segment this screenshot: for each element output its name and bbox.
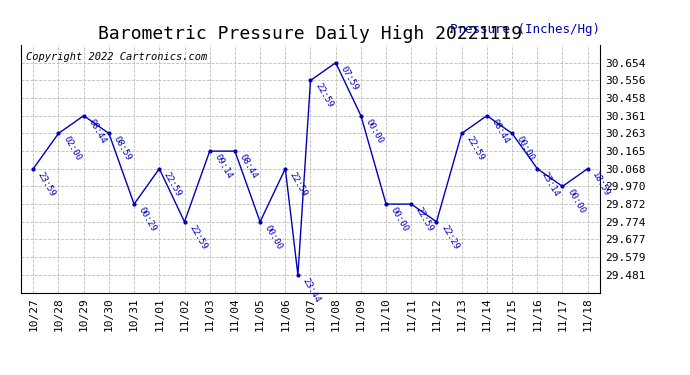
Text: 08:44: 08:44: [86, 117, 108, 145]
Text: 23:44: 23:44: [301, 276, 322, 304]
Text: 00:00: 00:00: [263, 223, 284, 251]
Text: 08:59: 08:59: [112, 135, 133, 163]
Text: 22:59: 22:59: [414, 206, 435, 233]
Text: 00:00: 00:00: [389, 206, 410, 233]
Text: 09:14: 09:14: [213, 153, 234, 180]
Text: Pressure (Inches/Hg): Pressure (Inches/Hg): [451, 23, 600, 36]
Text: 22:59: 22:59: [187, 223, 208, 251]
Text: 22:59: 22:59: [313, 82, 335, 110]
Text: 00:29: 00:29: [137, 206, 158, 233]
Text: 00:00: 00:00: [364, 117, 385, 145]
Text: 22:59: 22:59: [464, 135, 486, 163]
Text: Copyright 2022 Cartronics.com: Copyright 2022 Cartronics.com: [26, 53, 208, 62]
Text: 23:59: 23:59: [36, 170, 57, 198]
Text: 08:44: 08:44: [490, 117, 511, 145]
Text: 22:59: 22:59: [162, 170, 184, 198]
Text: 00:00: 00:00: [515, 135, 536, 163]
Text: 23:14: 23:14: [540, 170, 561, 198]
Text: 22:59: 22:59: [288, 170, 309, 198]
Text: 18:59: 18:59: [591, 170, 612, 198]
Text: 02:00: 02:00: [61, 135, 83, 163]
Text: 00:00: 00:00: [565, 188, 586, 216]
Title: Barometric Pressure Daily High 20221119: Barometric Pressure Daily High 20221119: [99, 26, 522, 44]
Text: 22:29: 22:29: [440, 223, 460, 251]
Text: 07:59: 07:59: [339, 64, 359, 92]
Text: 08:44: 08:44: [237, 153, 259, 180]
